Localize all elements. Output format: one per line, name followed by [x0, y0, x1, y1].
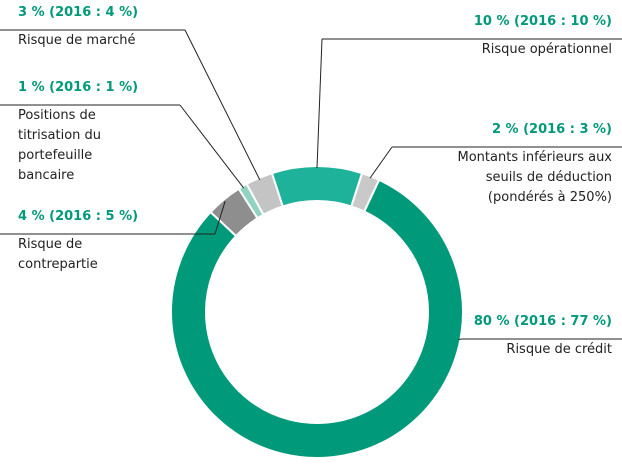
donut-segment — [170, 178, 464, 459]
category-label: Risque de contrepartie — [18, 237, 98, 272]
value-label: 1 % (2016 : 1 %) — [18, 80, 139, 95]
leader-line — [179, 104, 245, 189]
donut-segment — [245, 171, 284, 217]
value-label: 80 % (2016 : 77 %) — [473, 314, 612, 329]
segment-label: 80 % (2016 : 77 %) Risque de crédit — [452, 312, 612, 360]
value-label: 10 % (2016 : 10 %) — [473, 14, 612, 29]
leader-line — [369, 146, 393, 179]
category-label: Positions de titrisation du portefeuille… — [18, 108, 102, 183]
category-label: Risque de marché — [18, 33, 136, 48]
category-label: Risque de crédit — [506, 342, 612, 357]
segment-label: 3 % (2016 : 4 %) Risque de marché — [18, 3, 188, 51]
leader-line — [214, 200, 226, 235]
leader-line — [184, 29, 261, 181]
donut-segment — [270, 165, 364, 208]
segment-label: 10 % (2016 : 10 %) Risque opérationnel — [452, 12, 612, 60]
value-label: 3 % (2016 : 4 %) — [18, 5, 139, 20]
segment-label: 2 % (2016 : 3 %) Montants inférieurs aux … — [437, 120, 612, 208]
value-label: 2 % (2016 : 3 %) — [491, 122, 612, 137]
category-label: Montants inférieurs aux seuils de déduct… — [457, 150, 612, 205]
leader-line — [316, 38, 323, 169]
value-label: 4 % (2016 : 5 %) — [18, 209, 139, 224]
segment-label: 4 % (2016 : 5 %) Risque de contrepartie — [18, 207, 139, 275]
category-label: Risque opérationnel — [481, 42, 612, 57]
segment-label: 1 % (2016 : 1 %) Positions de titrisation… — [18, 78, 139, 186]
